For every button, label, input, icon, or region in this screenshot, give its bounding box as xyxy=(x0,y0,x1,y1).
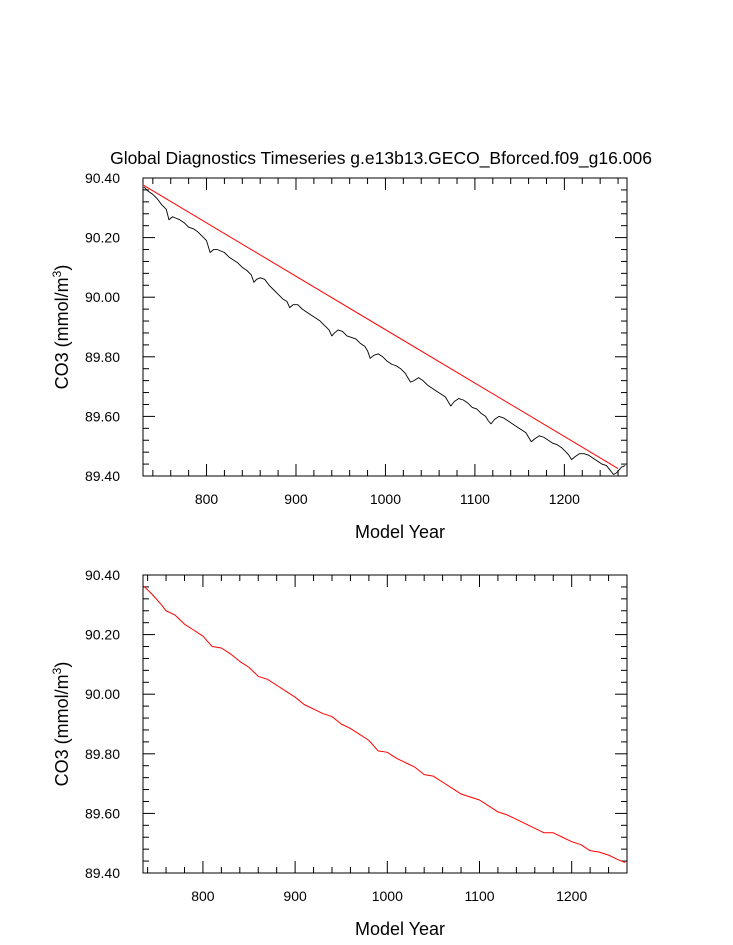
y-tick-label: 90.20 xyxy=(85,627,120,643)
y-axis-title-superscript: 3 xyxy=(50,667,64,674)
x-tick-label: 900 xyxy=(284,491,308,507)
chart-title: Global Diagnostics Timeseries g.e13b13.G… xyxy=(110,148,652,169)
y-axis-title-text: CO3 (mmol/m xyxy=(52,674,72,786)
x-tick-label: 1100 xyxy=(460,491,490,507)
plot-frame xyxy=(142,574,628,874)
y-axis-title-text: CO3 (mmol/m xyxy=(52,277,72,389)
y-tick-label: 89.60 xyxy=(85,805,120,821)
y-tick-label: 90.00 xyxy=(85,289,120,305)
smoothed-series-line xyxy=(143,185,619,469)
x-axis-title: Model Year xyxy=(355,522,445,542)
y-tick-label: 89.40 xyxy=(85,468,120,484)
bottom-panel-smoothed-timeseries: 800 900 1000 1100 1200 89.40 89.60 89.80 90.00 90… xyxy=(50,567,628,939)
x-tick-label: 900 xyxy=(283,888,307,904)
plot-frame xyxy=(142,177,628,477)
y-axis-title: CO3 (mmol/m3) xyxy=(50,265,72,390)
smoothed-series-line xyxy=(142,585,626,864)
y-tick-label: 90.20 xyxy=(85,230,120,246)
y-tick-label: 89.80 xyxy=(85,746,120,762)
top-panel-timeseries: 800 900 1000 1100 1200 89.40 89.60 89.80 90.00 90… xyxy=(50,170,628,542)
x-tick-label: 1100 xyxy=(464,888,494,904)
y-tick-label: 90.40 xyxy=(85,567,120,583)
x-tick-label: 1200 xyxy=(549,491,580,507)
y-tick-label: 89.40 xyxy=(85,865,120,881)
x-tick-label: 1000 xyxy=(372,888,403,904)
x-tick-label: 800 xyxy=(191,888,215,904)
y-tick-label: 89.80 xyxy=(85,349,120,365)
x-axis-title: Model Year xyxy=(355,919,445,939)
y-tick-label: 90.00 xyxy=(85,686,120,702)
x-tick-label: 800 xyxy=(195,491,219,507)
x-tick-label: 1000 xyxy=(370,491,401,507)
y-axis-title-superscript: 3 xyxy=(50,270,64,277)
y-tick-label: 90.40 xyxy=(85,170,120,186)
y-axis-title: CO3 (mmol/m3) xyxy=(50,662,72,787)
y-axis-title-close: ) xyxy=(52,662,72,668)
y-tick-label: 89.60 xyxy=(85,408,120,424)
x-tick-label: 1200 xyxy=(556,888,587,904)
y-axis-title-close: ) xyxy=(52,265,72,271)
raw-series-line xyxy=(143,186,626,475)
